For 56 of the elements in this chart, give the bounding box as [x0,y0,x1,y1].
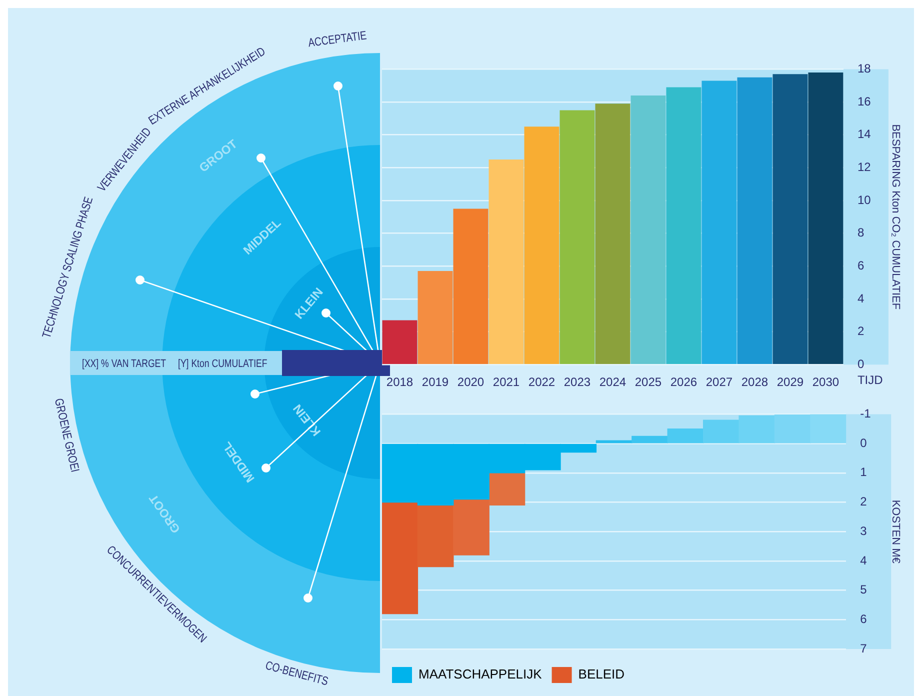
x-tick-label: 2021 [492,375,520,390]
x-tick-label: 2022 [528,375,556,390]
y-tick-label: 10 [857,192,872,207]
x-tick-label: 2019 [422,375,449,390]
x-tick-label: 2028 [741,375,768,390]
y-tick-label: 2 [860,494,868,509]
bar [453,208,488,364]
legend-label: MAATSCHAPPELIJK [418,666,542,682]
bar [382,320,418,364]
y-tick-label: 18 [857,62,872,76]
y-axis-title: BESPARING Kton CO₂ CUMULATIEF [889,124,902,310]
y-tick-label: 2 [857,324,864,338]
y-tick-label: 6 [860,612,868,626]
y-tick-label: 0 [860,436,868,450]
y-tick-label: 6 [857,258,864,272]
category-label: GROENE GROEI [51,397,82,474]
bar [702,420,740,444]
bar [666,87,702,364]
y-tick-label: 0 [857,356,864,371]
x-tick-label: 2025 [634,375,662,390]
bar [667,428,704,444]
x-tick-label: 2026 [670,375,698,390]
bar [595,104,630,364]
x-tick-label: 2023 [564,375,591,390]
y-tick-label: 7 [860,641,868,656]
y-tick-label: 3 [860,524,868,538]
bar [737,77,772,364]
bar [488,159,524,364]
x-tick-label: 2029 [776,375,804,390]
x-tick-label: 2030 [812,375,840,390]
y-tick-label: -1 [860,406,872,421]
y-tick-label: 14 [857,127,872,142]
bar [738,415,776,444]
x-tick-label: 2020 [457,375,484,390]
bar [524,126,560,364]
legend-label: BELEID [578,666,625,682]
bar [808,72,844,364]
bar [418,271,453,364]
bar [702,80,737,364]
bar [772,74,808,364]
bar [630,95,666,364]
bar [632,436,668,444]
y-tick-label: 4 [860,553,868,568]
y-tick-label: 1 [860,465,868,480]
y-tick-label: 12 [857,160,872,174]
y-tick-label: 5 [860,582,868,597]
x-tick-label: 2027 [706,375,733,390]
bar [560,110,595,364]
y-tick-label: 16 [857,94,872,108]
category-label: ACCEPTATIE [307,29,368,50]
x-tick-label: 2018 [386,375,414,390]
x-axis-title: TIJD [857,372,884,387]
y-tick-label: 4 [857,291,864,306]
y-axis-title: KOSTEN M€ [889,500,902,564]
x-tick-label: 2024 [599,375,626,390]
y-tick-label: 8 [857,226,864,240]
